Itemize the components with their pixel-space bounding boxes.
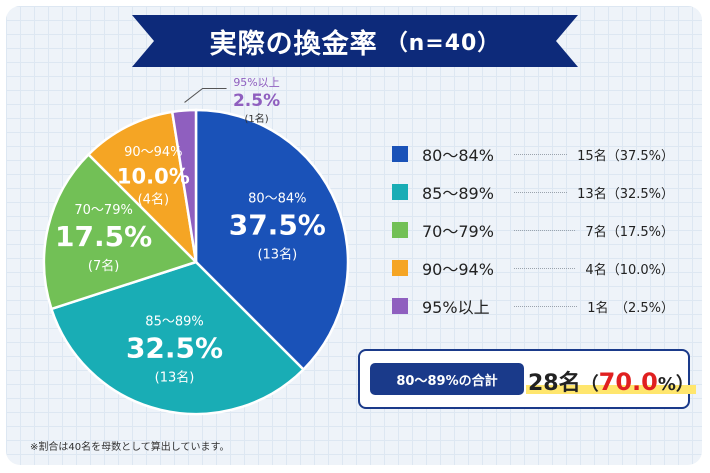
summary-value: 28名（70.0%） (526, 365, 696, 397)
chart-title-main: 実際の換金率 (209, 28, 378, 60)
slice-percent-label: 17.5% (55, 220, 152, 253)
legend-item: 70～79% 7名（17.5%） (392, 220, 674, 241)
legend-item: 80～84% 15名（37.5%） (392, 144, 674, 165)
slice-range-label: 80～84% (248, 191, 306, 206)
legend-swatch (392, 260, 408, 276)
leader-dots (514, 153, 568, 155)
pie-slice (170, 108, 198, 263)
legend-swatch (392, 298, 408, 314)
slice-percent-label: 37.5% (229, 208, 326, 241)
summary-percent: 70.0 (598, 368, 658, 396)
pie-slice (194, 108, 350, 372)
summary-count: 28名 (528, 371, 581, 396)
slice-percent-label: 32.5% (126, 331, 223, 364)
slice-count-label: (7名) (88, 258, 119, 274)
pie-slice (49, 260, 306, 416)
pie-slice (86, 110, 198, 266)
slice-count-label: (1名) (244, 112, 268, 125)
slice-range-label: 85～89% (145, 314, 203, 329)
legend-label: 85～89% (422, 184, 494, 203)
footnote: ※割合は40名を母数として算出しています。 (30, 442, 230, 453)
legend: 80～84% 15名（37.5%） 85～89% 13名（32.5%） 70～7… (392, 144, 674, 334)
slice-percent-label: 10.0% (117, 164, 190, 188)
legend-swatch (392, 222, 408, 238)
leader-dots (514, 191, 568, 193)
slice-range-label: 95%以上 (233, 76, 279, 89)
legend-label: 70～79% (422, 222, 494, 241)
legend-swatch (392, 146, 408, 162)
summary-box: 80～89%の合計 28名（70.0%） (358, 349, 696, 409)
chart-title-sample-size: （n=40） (385, 31, 501, 56)
legend-value: 13名（32.5%） (577, 186, 674, 202)
legend-value: 15名（37.5%） (577, 148, 674, 164)
summary-label: 80～89%の合計 (370, 363, 524, 395)
callout-line (184, 87, 227, 103)
pie-slice (42, 152, 199, 311)
legend-swatch (392, 184, 408, 200)
legend-item: 85～89% 13名（32.5%） (392, 182, 674, 203)
title-banner (132, 15, 578, 67)
legend-label: 95%以上 (422, 298, 490, 317)
slice-count-label: (13名) (155, 369, 195, 385)
chart-title: 実際の換金率 （n=40） (132, 15, 578, 67)
summary-paren-close: %） (657, 374, 694, 395)
slice-range-label: 70～79% (74, 203, 132, 218)
slice-count-label: (13名) (257, 246, 297, 262)
leader-dots (514, 229, 576, 231)
leader-dots (514, 267, 576, 269)
slice-range-label: 90～94% (124, 145, 182, 160)
legend-value: 7名（17.5%） (585, 224, 674, 240)
legend-value: 4名（10.0%） (585, 262, 674, 278)
legend-label: 80～84% (422, 146, 494, 165)
legend-label: 90～94% (422, 260, 494, 279)
summary-paren-open: （ (580, 374, 599, 395)
legend-item: 95%以上 1名 （2.5%） (392, 296, 674, 317)
legend-value: 1名 （2.5%） (587, 300, 674, 316)
slice-count-label: (4名) (138, 192, 169, 208)
slice-percent-label: 2.5% (233, 91, 280, 111)
legend-item: 90～94% 4名（10.0%） (392, 258, 674, 279)
leader-dots (514, 305, 578, 307)
